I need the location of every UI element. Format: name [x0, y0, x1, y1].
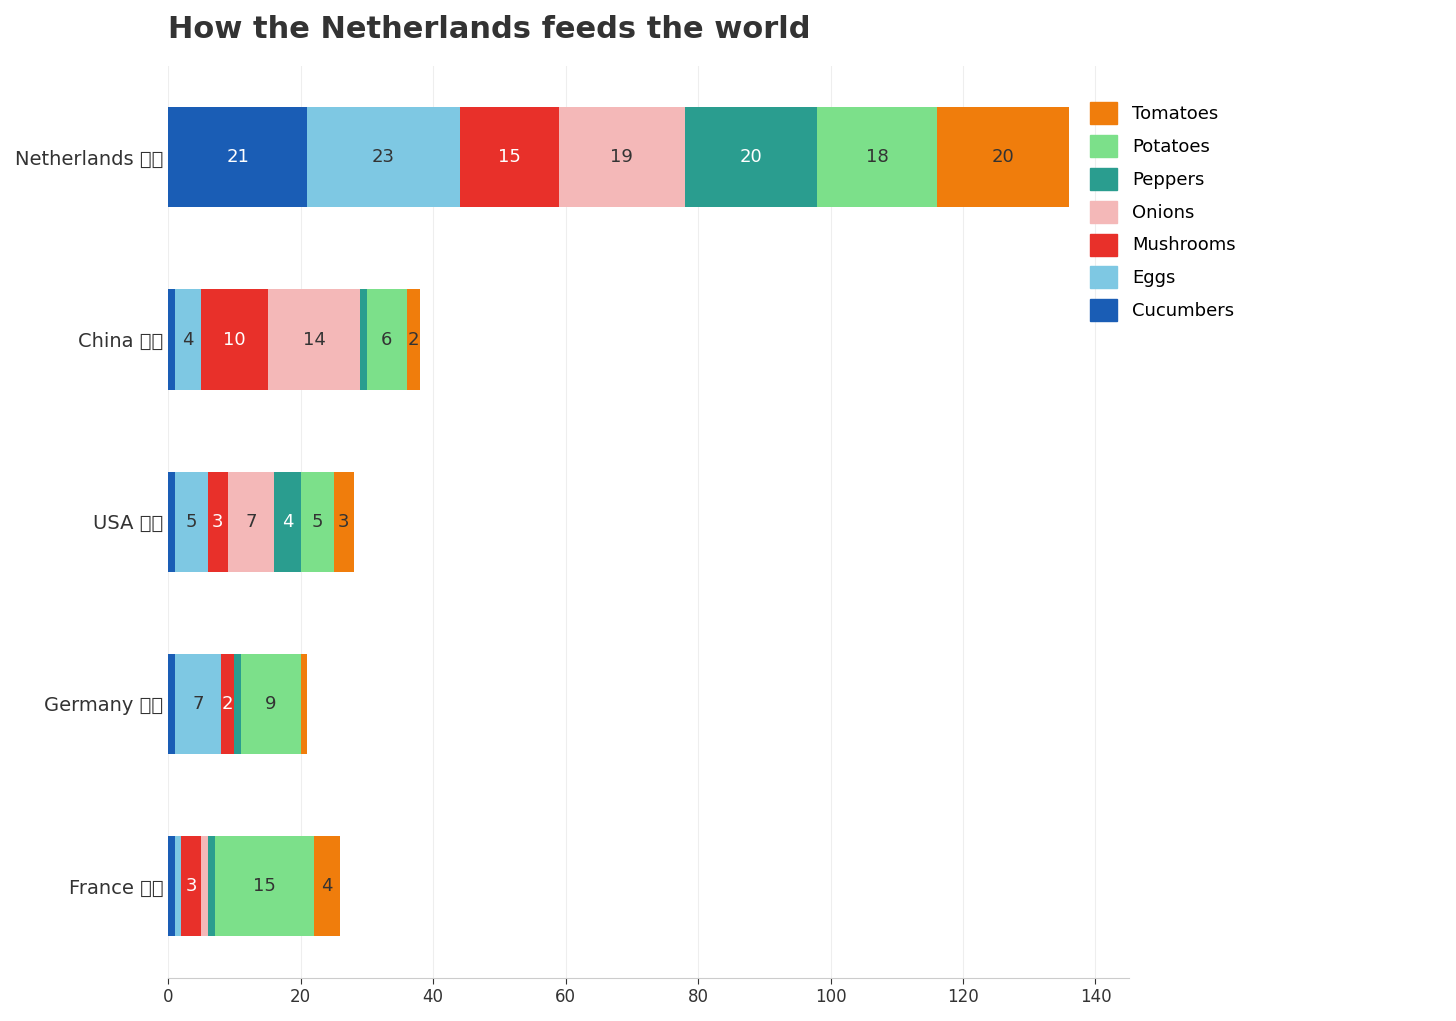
Text: 5: 5 [186, 513, 197, 531]
Text: 19: 19 [610, 148, 633, 166]
Bar [227, 472, 274, 572]
Text: 20: 20 [992, 148, 1015, 166]
Text: 7: 7 [192, 695, 204, 713]
Bar [182, 836, 201, 936]
Bar [301, 472, 333, 572]
Text: 3: 3 [186, 877, 197, 895]
Text: 3: 3 [338, 513, 349, 531]
Bar [559, 107, 684, 207]
Text: 5: 5 [312, 513, 323, 531]
Bar [169, 836, 175, 936]
Bar [367, 289, 406, 390]
Text: 14: 14 [303, 331, 325, 348]
Text: 20: 20 [740, 148, 763, 166]
Text: 2: 2 [408, 331, 419, 348]
Bar [234, 653, 242, 753]
Bar [208, 472, 227, 572]
Bar [301, 653, 307, 753]
Text: 18: 18 [865, 148, 888, 166]
Bar [460, 107, 559, 207]
Text: 4: 4 [322, 877, 333, 895]
Text: 21: 21 [226, 148, 249, 166]
Bar [333, 472, 354, 572]
Bar [936, 107, 1069, 207]
Text: 2: 2 [223, 695, 233, 713]
Bar [307, 107, 460, 207]
Bar [221, 653, 234, 753]
Bar [208, 836, 214, 936]
Bar [169, 653, 175, 753]
Bar [406, 289, 419, 390]
Bar [201, 836, 208, 936]
Text: 15: 15 [498, 148, 521, 166]
Bar [817, 107, 936, 207]
Text: How the Netherlands feeds the world: How the Netherlands feeds the world [169, 15, 811, 44]
Bar [314, 836, 341, 936]
Bar [175, 472, 208, 572]
Bar [268, 289, 360, 390]
Bar [360, 289, 367, 390]
Bar [169, 472, 175, 572]
Text: 3: 3 [213, 513, 224, 531]
Text: 6: 6 [381, 331, 393, 348]
Bar [684, 107, 817, 207]
Bar [242, 653, 301, 753]
Bar [274, 472, 301, 572]
Bar [175, 653, 221, 753]
Text: 10: 10 [223, 331, 246, 348]
Bar [175, 836, 182, 936]
Text: 7: 7 [245, 513, 256, 531]
Bar [169, 107, 307, 207]
Bar [175, 289, 201, 390]
Text: 23: 23 [371, 148, 395, 166]
Legend: Tomatoes, Potatoes, Peppers, Onions, Mushrooms, Eggs, Cucumbers: Tomatoes, Potatoes, Peppers, Onions, Mus… [1082, 93, 1245, 330]
Text: 15: 15 [253, 877, 275, 895]
Text: 9: 9 [265, 695, 277, 713]
Bar [214, 836, 314, 936]
Bar [201, 289, 268, 390]
Bar [169, 289, 175, 390]
Text: 4: 4 [281, 513, 293, 531]
Text: 4: 4 [182, 331, 194, 348]
